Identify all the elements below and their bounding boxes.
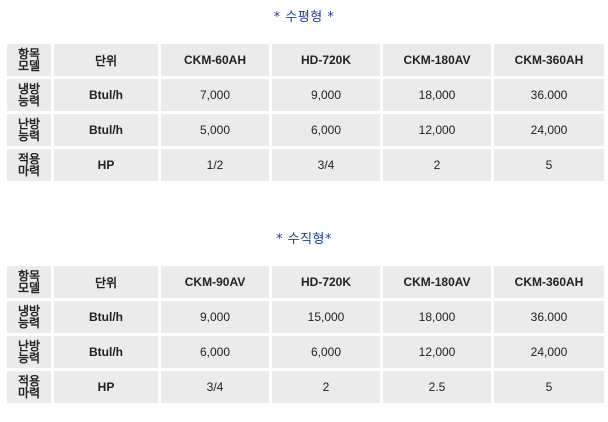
row-label: 난방 능력: [7, 114, 51, 146]
row-header-label: 항목 모델: [7, 44, 51, 76]
row-header-line: 모델: [17, 281, 41, 295]
model-header: HD-720K: [272, 44, 380, 76]
table-header-row: 항목 모델 단위 CKM-90AV HD-720K CKM-180AV CKM-…: [7, 266, 604, 298]
unit-cell: Btul/h: [54, 336, 158, 368]
value-cell: 2: [272, 371, 380, 403]
section-title-vertical: * 수직형*: [275, 232, 332, 247]
unit-cell: Btul/h: [54, 301, 158, 333]
row-label-line: 능력: [17, 129, 41, 143]
section-title-horizontal: * 수평형 *: [273, 10, 335, 25]
table-row: 적용 마력 HP 1/2 3/4 2 5: [7, 149, 604, 181]
value-cell: 3/4: [272, 149, 380, 181]
value-cell: 2: [383, 149, 491, 181]
value-cell: 15,000: [272, 301, 380, 333]
value-cell: 12,000: [383, 114, 491, 146]
model-header: CKM-360AH: [494, 266, 604, 298]
value-cell: 6,000: [161, 336, 269, 368]
row-label: 적용 마력: [7, 149, 51, 181]
spec-table-horizontal: 항목 모델 단위 CKM-60AH HD-720K CKM-180AV CKM-…: [4, 41, 607, 184]
value-cell: 3/4: [161, 371, 269, 403]
row-label-line: 마력: [17, 386, 41, 400]
value-cell: 9,000: [161, 301, 269, 333]
unit-cell: HP: [54, 371, 158, 403]
value-cell: 5: [494, 149, 604, 181]
row-label: 냉방 능력: [7, 79, 51, 111]
value-cell: 6,000: [272, 336, 380, 368]
value-cell: 5: [494, 371, 604, 403]
model-header: CKM-180AV: [383, 266, 491, 298]
model-header: HD-720K: [272, 266, 380, 298]
row-header-line: 모델: [17, 59, 41, 73]
row-label-line: 냉방: [17, 82, 41, 96]
row-label-line: 마력: [17, 164, 41, 178]
table-row: 냉방 능력 Btul/h 7,000 9,000 18,000 36.000: [7, 79, 604, 111]
table-row: 난방 능력 Btul/h 6,000 6,000 12,000 24,000: [7, 336, 604, 368]
value-cell: 24,000: [494, 114, 604, 146]
model-header: CKM-90AV: [161, 266, 269, 298]
spec-table-vertical: 항목 모델 단위 CKM-90AV HD-720K CKM-180AV CKM-…: [4, 263, 607, 406]
table-row: 냉방 능력 Btul/h 9,000 15,000 18,000 36.000: [7, 301, 604, 333]
value-cell: 12,000: [383, 336, 491, 368]
row-label-line: 난방: [17, 339, 41, 353]
row-label-line: 능력: [17, 94, 41, 108]
unit-cell: Btul/h: [54, 114, 158, 146]
unit-header: 단위: [54, 266, 158, 298]
value-cell: 9,000: [272, 79, 380, 111]
value-cell: 2.5: [383, 371, 491, 403]
value-cell: 18,000: [383, 79, 491, 111]
row-label: 냉방 능력: [7, 301, 51, 333]
value-cell: 1/2: [161, 149, 269, 181]
value-cell: 6,000: [272, 114, 380, 146]
value-cell: 5,000: [161, 114, 269, 146]
unit-header: 단위: [54, 44, 158, 76]
row-header-label: 항목 모델: [7, 266, 51, 298]
value-cell: 36.000: [494, 301, 604, 333]
row-label-line: 능력: [17, 351, 41, 365]
value-cell: 24,000: [494, 336, 604, 368]
model-header: CKM-60AH: [161, 44, 269, 76]
value-cell: 7,000: [161, 79, 269, 111]
table-header-row: 항목 모델 단위 CKM-60AH HD-720K CKM-180AV CKM-…: [7, 44, 604, 76]
value-cell: 18,000: [383, 301, 491, 333]
row-label-line: 적용: [17, 152, 41, 166]
row-label-line: 냉방: [17, 304, 41, 318]
row-header-line: 항목: [17, 269, 41, 283]
model-header: CKM-180AV: [383, 44, 491, 76]
row-header-line: 항목: [17, 47, 41, 61]
model-header: CKM-360AH: [494, 44, 604, 76]
value-cell: 36.000: [494, 79, 604, 111]
row-label-line: 능력: [17, 316, 41, 330]
table-row: 난방 능력 Btul/h 5,000 6,000 12,000 24,000: [7, 114, 604, 146]
row-label-line: 적용: [17, 374, 41, 388]
row-label: 적용 마력: [7, 371, 51, 403]
unit-cell: Btul/h: [54, 79, 158, 111]
unit-cell: HP: [54, 149, 158, 181]
row-label: 난방 능력: [7, 336, 51, 368]
table-row: 적용 마력 HP 3/4 2 2.5 5: [7, 371, 604, 403]
row-label-line: 난방: [17, 117, 41, 131]
